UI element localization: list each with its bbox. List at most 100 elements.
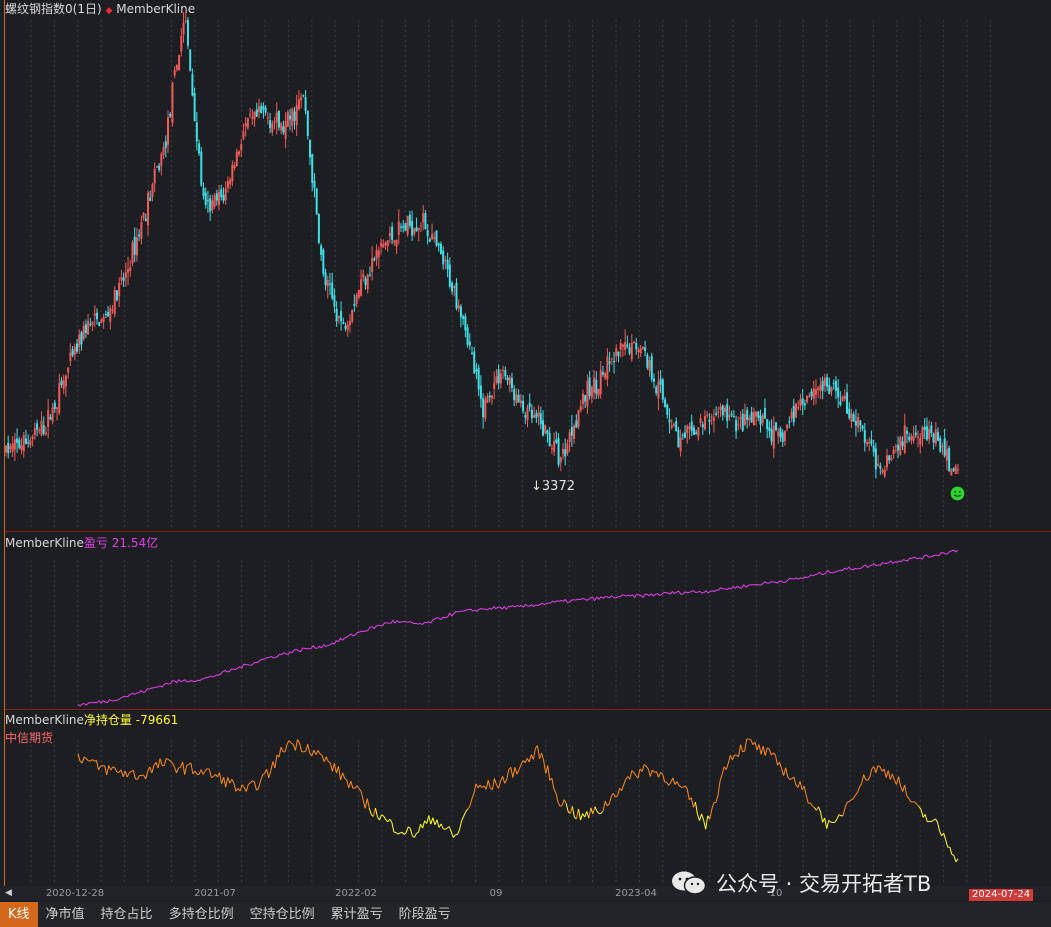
candle-body	[699, 418, 702, 423]
tab-cumulative-pnl[interactable]: 累计盈亏	[330, 907, 383, 922]
candle-body	[499, 373, 502, 384]
position-line-segment	[520, 760, 524, 765]
position-line-segment	[814, 807, 817, 811]
candle-body	[419, 225, 422, 227]
position-line-segment	[621, 784, 625, 791]
candle-body	[302, 95, 305, 97]
position-line-segment	[98, 765, 101, 771]
position-line-segment	[241, 784, 245, 788]
candle-body	[954, 466, 957, 474]
candle-body	[448, 264, 451, 287]
tab-position-share[interactable]: 持仓占比	[100, 907, 153, 922]
candle-body	[151, 184, 154, 198]
candle-body	[300, 97, 303, 101]
candle-body	[5, 445, 7, 453]
candle-body	[175, 65, 178, 70]
tab-net-market-value[interactable]: 净市值	[45, 907, 85, 922]
position-line-segment	[95, 760, 100, 770]
position-line-segment	[684, 785, 688, 790]
time-axis[interactable]	[0, 886, 1051, 900]
candle-body	[322, 249, 325, 274]
candle-body	[630, 342, 633, 360]
candle-body	[590, 386, 593, 398]
candle-body	[599, 370, 602, 394]
candle-body	[238, 151, 241, 155]
position-line-segment	[405, 826, 409, 833]
candle-body	[471, 352, 474, 355]
candle-body	[783, 430, 786, 442]
candle-body	[286, 112, 289, 127]
position-line-segment	[407, 826, 411, 829]
candle-body	[930, 425, 933, 433]
position-line-segment	[643, 764, 647, 767]
candle-body	[111, 309, 114, 311]
position-line-segment	[145, 771, 149, 780]
position-line-segment	[461, 816, 465, 822]
candle-body	[457, 305, 460, 309]
candle-body	[218, 191, 221, 205]
candle-body	[253, 111, 256, 120]
candle-body	[98, 322, 101, 326]
candle-body	[588, 377, 591, 396]
net-position-panel[interactable]: MemberKline净持仓量 -79661 中信期货	[0, 710, 1051, 886]
candle-body	[51, 407, 54, 422]
position-line-segment	[422, 820, 426, 829]
position-line-segment	[559, 805, 563, 807]
candle-body	[60, 380, 63, 385]
candle-body	[144, 218, 147, 222]
candle-body	[453, 286, 456, 289]
tab-period-pnl[interactable]: 阶段盈亏	[398, 907, 451, 922]
position-line-segment	[773, 752, 776, 756]
candle-body	[597, 388, 600, 397]
candle-body	[910, 435, 913, 441]
candle-body	[257, 106, 260, 113]
candle-body	[275, 112, 278, 123]
position-line-segment	[766, 747, 770, 750]
candle-body	[484, 399, 487, 419]
tab-long-ratio[interactable]: 多持仓比例	[168, 907, 234, 922]
candle-body	[433, 236, 436, 239]
candle-body	[371, 258, 374, 272]
position-line-segment	[647, 768, 651, 777]
candle-body	[211, 200, 214, 211]
position-line-segment	[569, 806, 573, 814]
position-line-segment	[721, 766, 725, 775]
position-line-segment	[137, 775, 140, 780]
scroll-left-icon[interactable]: ◀	[5, 888, 12, 898]
position-line-segment	[297, 739, 300, 744]
candle-body	[770, 429, 773, 442]
kline-panel[interactable]: 螺纹钢指数0(1日) ◆ MemberKline ↓3372	[0, 0, 1051, 531]
time-tick: 2021-07	[194, 888, 236, 899]
candle-body	[417, 227, 420, 230]
position-line-segment	[541, 753, 545, 761]
candle-body	[191, 73, 194, 96]
candle-body	[240, 144, 243, 151]
candle-body	[526, 406, 529, 421]
position-line-segment	[818, 806, 822, 813]
candle-body	[655, 387, 658, 394]
pnl-panel[interactable]: MemberKline盈亏 21.54亿	[0, 532, 1051, 709]
candle-body	[206, 200, 209, 202]
position-line-segment	[190, 762, 194, 775]
position-line-segment	[395, 832, 399, 835]
position-line-segment	[516, 769, 520, 775]
candle-body	[610, 358, 613, 360]
position-line-segment	[440, 823, 444, 829]
tab-kline[interactable]: K线	[0, 902, 38, 927]
candle-body	[548, 433, 551, 447]
candle-body	[366, 274, 369, 290]
tab-short-ratio[interactable]: 空持仓比例	[249, 907, 315, 922]
position-line-segment	[838, 814, 842, 817]
candle-body	[901, 441, 904, 446]
candle-body	[495, 376, 498, 384]
position-line-segment	[863, 774, 867, 780]
candle-body	[209, 198, 212, 212]
candle-body	[153, 168, 156, 184]
position-line-segment	[262, 773, 265, 776]
position-line-segment	[660, 772, 663, 775]
candle-body	[477, 367, 480, 390]
candle-body	[677, 429, 680, 448]
candle-body	[109, 308, 112, 322]
position-line-segment	[740, 744, 744, 752]
candle-body	[231, 164, 234, 182]
